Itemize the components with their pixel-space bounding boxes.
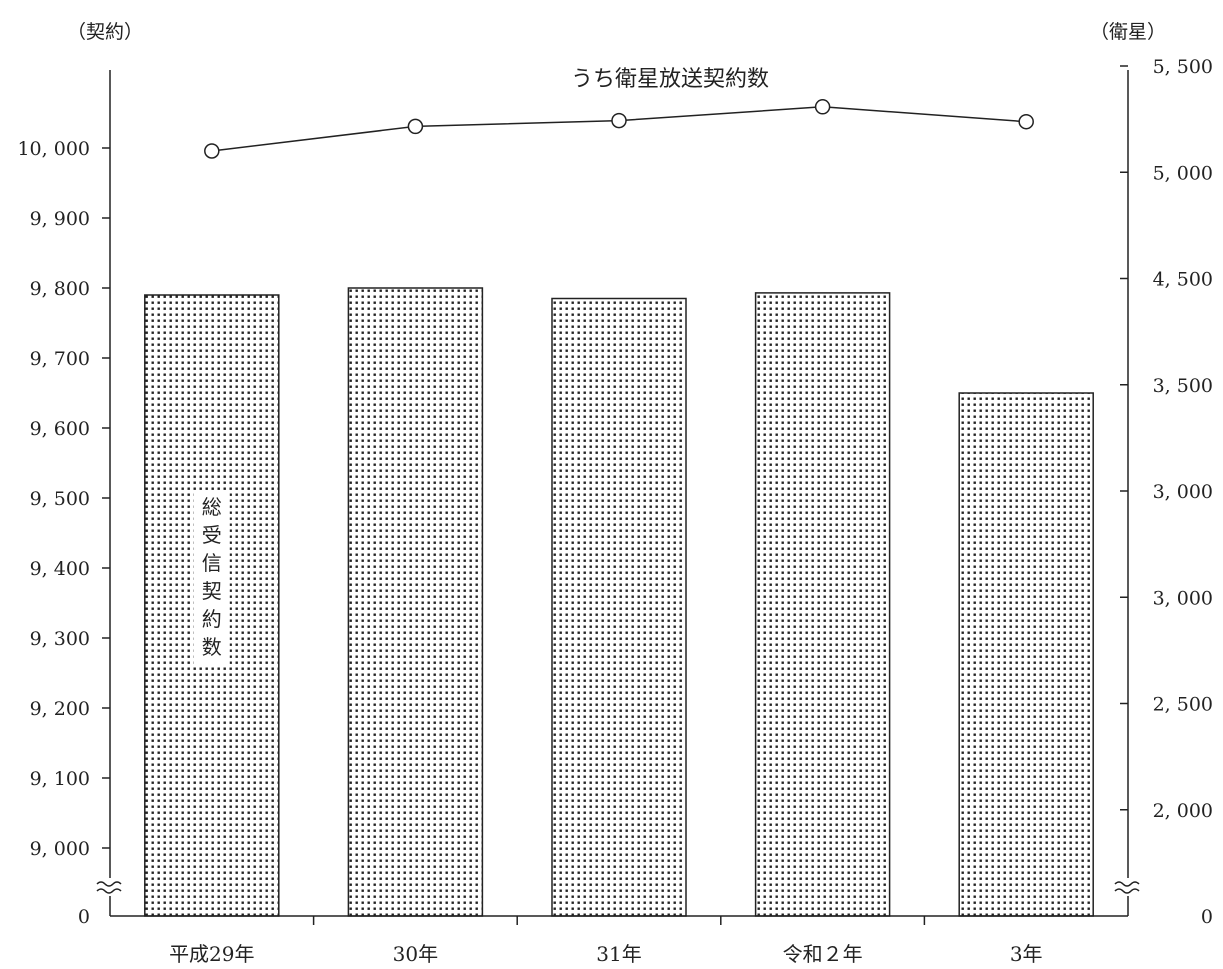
- bar-label-char: 契: [202, 579, 222, 603]
- bar: [551, 297, 687, 917]
- line-series-label: うち衛星放送契約数: [571, 67, 769, 92]
- bar: [347, 287, 484, 917]
- left-zero-label: 0: [78, 906, 90, 928]
- x-tick-label: 令和２年: [783, 942, 863, 966]
- left-tick-label: 9, 500: [30, 488, 90, 510]
- line-layer: [204, 99, 1034, 159]
- bar: [958, 392, 1094, 917]
- x-tick-label: 3年: [1010, 942, 1043, 966]
- right-tick-label: 4, 500: [1153, 269, 1213, 291]
- left-tick-label: 9, 300: [30, 628, 90, 650]
- left-tick-label: 9, 700: [30, 348, 90, 370]
- x-tick-label: 平成29年: [169, 942, 254, 966]
- left-tick-label: 9, 400: [30, 558, 90, 580]
- left-axis-break-icon: [94, 878, 126, 896]
- bar-label-char: 受: [202, 523, 222, 547]
- right-tick-label: 2, 500: [1153, 694, 1213, 716]
- right-axis-break-icon: [1112, 878, 1144, 896]
- x-tick-label: 31年: [596, 942, 641, 966]
- left-tick-label: 9, 800: [30, 278, 90, 300]
- right-tick-label: 3, 500: [1153, 375, 1213, 397]
- bar: [754, 292, 891, 917]
- bar-label-char: 約: [202, 607, 222, 631]
- x-tick-label: 30年: [393, 942, 438, 966]
- bar-label-char: 信: [202, 551, 222, 575]
- right-tick-label: 5, 000: [1153, 162, 1213, 184]
- right-axis-unit: （衛星）: [1090, 21, 1166, 43]
- left-tick-label: 9, 100: [30, 768, 90, 790]
- x-ticks: 平成29年 30年 31年 令和２年 3年: [169, 916, 1043, 966]
- right-tick-label: 3, 000: [1153, 587, 1213, 609]
- line-point: [407, 118, 424, 135]
- line-point: [204, 143, 220, 159]
- bar-label-background: [193, 490, 230, 666]
- right-tick-label: 5, 500: [1153, 56, 1213, 78]
- bar-label-char: 総: [202, 495, 222, 519]
- right-tick-label: 2, 000: [1153, 800, 1213, 822]
- left-tick-label: 10, 000: [17, 138, 90, 160]
- left-axis-unit: （契約）: [67, 21, 143, 43]
- line-point: [814, 99, 831, 115]
- left-tick-label: 9, 000: [30, 838, 90, 860]
- line-point: [1018, 113, 1034, 130]
- line-point: [611, 112, 627, 129]
- right-zero-label: 0: [1201, 906, 1213, 928]
- left-tick-label: 9, 200: [30, 698, 90, 720]
- right-tick-label: 3, 000: [1153, 481, 1213, 503]
- bars-layer: [144, 287, 1094, 917]
- left-tick-label: 9, 900: [30, 208, 90, 230]
- bar-label-char: 数: [202, 635, 222, 659]
- left-ticks: 9, 000 9, 100 9, 200 9, 300 9, 400 9, 500 9, 6…: [17, 138, 110, 860]
- right-ticks: 2, 000 2, 500 3, 000 3, 000 3, 500 4, 500 5, 0…: [1120, 56, 1213, 822]
- left-tick-label: 9, 600: [30, 418, 90, 440]
